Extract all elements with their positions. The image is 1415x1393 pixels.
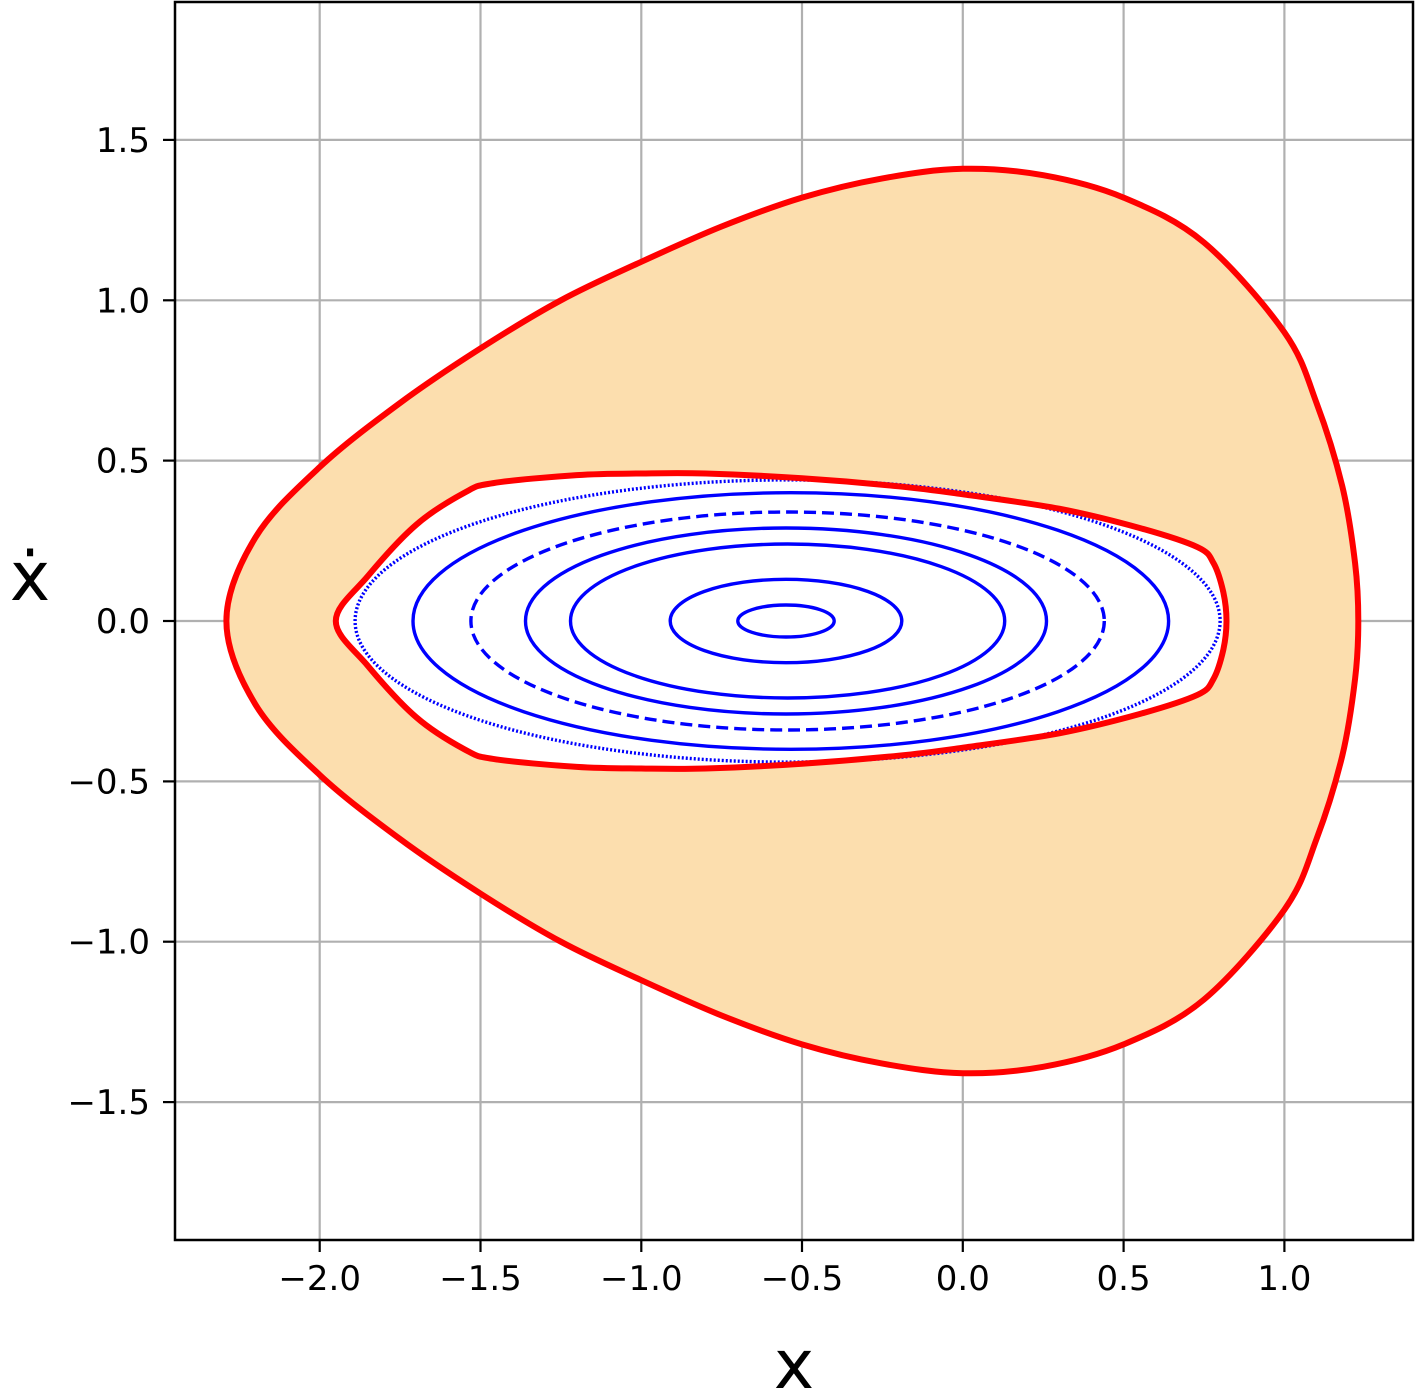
x-axis-label: x	[774, 1326, 814, 1393]
ticks: −2.0 −1.5 −1.0 −0.5 0.0 0.5 1.0 1.5 1.0 0.5 0.0 −0.…	[67, 121, 1311, 1299]
plot-area	[223, 165, 1362, 1077]
y-tick-label: −0.5	[67, 762, 150, 802]
orbits	[353, 478, 1222, 764]
x-tick-label: −0.5	[761, 1259, 844, 1299]
outer-boundary-curve	[223, 165, 1362, 1077]
orbit-4	[523, 526, 1049, 716]
y-tick-label: 1.5	[96, 121, 150, 161]
x-tick-label: 1.0	[1257, 1259, 1311, 1299]
orbit-1	[736, 603, 836, 639]
y-axis-label: ẋ	[10, 538, 50, 617]
x-tick-label: 0.5	[1097, 1259, 1151, 1299]
x-tick-label: −2.0	[278, 1259, 361, 1299]
orbit-6	[411, 491, 1171, 752]
x-tick-label: −1.5	[439, 1259, 522, 1299]
y-tick-label: −1.0	[67, 923, 150, 963]
x-tick-label: 0.0	[936, 1259, 990, 1299]
orbit-7	[353, 478, 1222, 764]
y-tick-label: 0.0	[96, 602, 150, 642]
orbit-5	[469, 510, 1106, 732]
inner-boundary-curve	[332, 470, 1230, 772]
orbit-2	[668, 577, 904, 665]
y-tick-label: 0.5	[96, 442, 150, 482]
orbit-3	[568, 542, 1007, 700]
x-tick-label: −1.0	[600, 1259, 683, 1299]
y-tick-label: −1.5	[67, 1083, 150, 1123]
y-tick-label: 1.0	[96, 281, 150, 321]
